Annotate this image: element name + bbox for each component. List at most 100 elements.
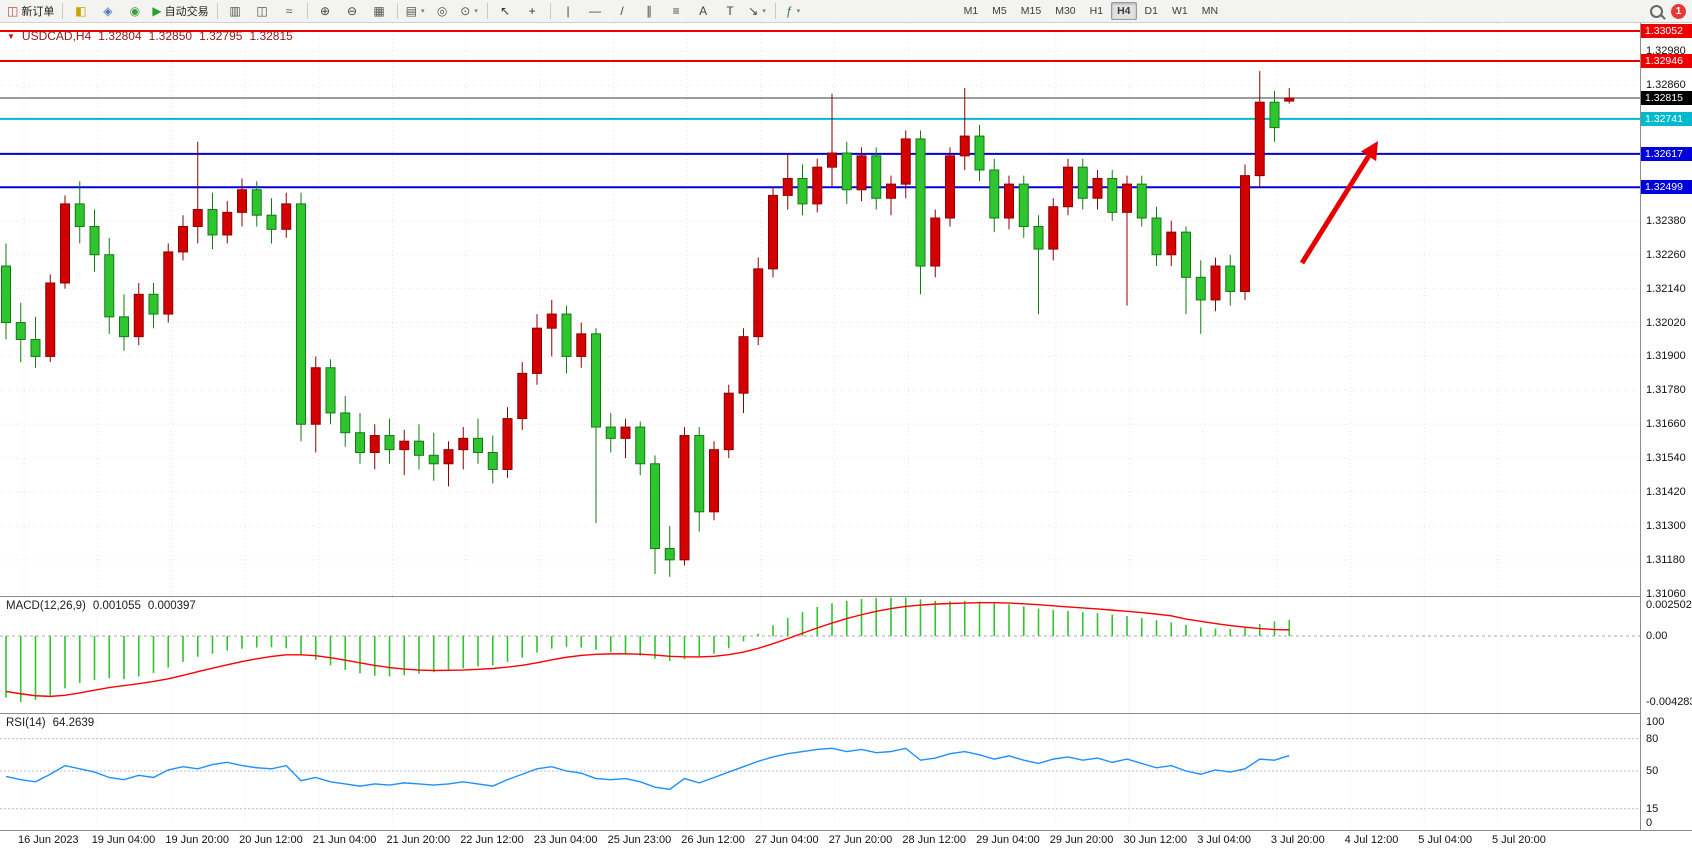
rsi-title: RSI(14) [6, 717, 46, 729]
quote-bar: ▼ USDCAD,H4 1.32804 1.32850 1.32795 1.32… [7, 29, 293, 43]
time-axis-label: 5 Jul 20:00 [1492, 834, 1546, 846]
navigator-button[interactable]: ◈ [95, 1, 120, 22]
cursor-button[interactable]: ↖ [493, 1, 518, 22]
rsi-label: RSI(14) 64.2639 [6, 717, 94, 729]
rsi-axis-label: 100 [1646, 716, 1665, 728]
rsi-axis-label: 50 [1646, 765, 1659, 777]
level-price-tag: 1.32946 [1641, 53, 1692, 68]
arrow-tools-button[interactable]: ↘ ▾ [745, 1, 770, 22]
text-button[interactable]: A [691, 1, 716, 22]
fibonacci-button[interactable]: ≡ [664, 1, 689, 22]
time-axis-label: 23 Jun 04:00 [533, 834, 598, 846]
rsi-axis-label: 15 [1646, 802, 1659, 815]
candlestick-button[interactable]: ◫ [250, 1, 275, 22]
toolbar-separator [216, 3, 218, 19]
timeframe-h1-button[interactable]: H1 [1089, 5, 1104, 17]
indicators-icon: ƒ [785, 4, 793, 18]
time-axis-label: 29 Jun 04:00 [976, 834, 1040, 846]
price-axis-label: 1.32260 [1646, 248, 1686, 261]
time-axis-label: 27 Jun 04:00 [755, 834, 819, 846]
new-chart-button[interactable]: ▤ ▾ [403, 1, 428, 22]
timeframe-h4-button[interactable]: H4 [1111, 2, 1137, 20]
timeframe-w1-button[interactable]: W1 [1171, 5, 1188, 17]
line-chart-icon: ≈ [285, 4, 293, 18]
time-axis-label: 20 Jun 12:00 [239, 834, 303, 846]
market-watch-button[interactable]: ◧ [68, 1, 93, 22]
autotrade-button[interactable]: ▶ 自动交易 [149, 1, 211, 22]
current-price-tag: 1.32815 [1641, 90, 1692, 105]
price-axis-label: 1.32380 [1646, 214, 1686, 227]
horizontal-line-icon: — [589, 4, 602, 18]
bar-chart-button[interactable]: ▥ [223, 1, 248, 22]
autotrade-icon: ▶ [152, 4, 162, 18]
time-axis-label: 3 Jul 20:00 [1270, 834, 1325, 846]
new-order-button[interactable]: ◫ 新订单 [4, 1, 57, 22]
rsi-value: 64.2639 [52, 717, 95, 729]
trendline-icon: / [620, 4, 624, 18]
macd-title: MACD(12,26,9) [6, 600, 86, 612]
quote-direction-icon: ▼ [7, 31, 15, 41]
time-axis-label: 4 Jul 12:00 [1344, 834, 1399, 846]
price-axis-label: 1.31540 [1646, 452, 1686, 465]
rsi-line [5, 747, 1290, 791]
toolbar: ◫ 新订单 ◧ ◈ ◉ ▶ 自动交易 ▥ ◫ ≈ ⊕ ⊖ ▦ ▤ ▾ ◎ ⊙ ▾ ↖ + | — / ∥ ≡ A T ↘ ▾ ƒ ▾ M1 M… [0, 0, 1692, 23]
zoom-out-button[interactable]: ⊖ [340, 1, 365, 22]
zoom-in-button[interactable]: ⊕ [313, 1, 338, 22]
time-axis-label: 29 Jun 20:00 [1049, 834, 1114, 846]
toolbar-separator [486, 3, 488, 19]
macd-signal-line [5, 602, 1290, 698]
horizontal-line-button[interactable]: — [583, 1, 608, 22]
navigator-icon: ◈ [103, 4, 113, 18]
candlestick-icon: ◫ [256, 4, 268, 18]
timeframe-d1-button[interactable]: D1 [1144, 5, 1158, 17]
macd-panel[interactable] [0, 597, 1640, 712]
fibonacci-icon: ≡ [672, 4, 680, 18]
quote-symbol: USDCAD,H4 [21, 29, 92, 43]
chevron-down-icon: ▾ [474, 8, 478, 15]
notification-badge[interactable]: 1 [1671, 3, 1686, 19]
indicators-button[interactable]: ƒ ▾ [781, 1, 806, 22]
zoom-in-icon: ⊕ [320, 4, 331, 18]
timeframe-m1-button[interactable]: M1 [963, 5, 979, 17]
timeframe-m30-button[interactable]: M30 [1055, 5, 1076, 17]
line-chart-button[interactable]: ≈ [277, 1, 302, 22]
candlestick-series [1, 71, 1295, 577]
time-axis[interactable]: 16 Jun 2023 19 Jun 04:00 19 Jun 20:00 20 Ju… [0, 830, 1692, 849]
rsi-axis-label: 0 [1646, 817, 1653, 829]
channel-button[interactable]: ∥ [637, 1, 662, 22]
time-axis-label: 19 Jun 04:00 [91, 834, 156, 846]
label-button[interactable]: T [718, 1, 743, 22]
price-axis[interactable]: 1.329801.328601.327401.326201.325001.323… [1640, 23, 1692, 830]
label-icon: T [726, 4, 734, 18]
time-axis-label: 21 Jun 04:00 [312, 834, 377, 846]
toolbar-buttons: ◫ 新订单 ◧ ◈ ◉ ▶ 自动交易 ▥ ◫ ≈ ⊕ ⊖ ▦ ▤ ▾ ◎ ⊙ ▾ ↖ + | — / ∥ ≡ A T ↘ ▾ ƒ ▾ [3, 1, 807, 22]
auto-scroll-button[interactable]: ◎ [430, 1, 455, 22]
autotrade-button-label: 自动交易 [164, 6, 209, 18]
crosshair-button[interactable]: + [520, 1, 545, 22]
trendline-button[interactable]: / [610, 1, 635, 22]
toolbar-separator [306, 3, 308, 19]
timeframe-m15-button[interactable]: M15 [1020, 5, 1042, 17]
timeframe-m5-button[interactable]: M5 [992, 5, 1007, 17]
search-icon[interactable] [1650, 4, 1663, 18]
tile-windows-button[interactable]: ▦ [367, 1, 392, 22]
new-chart-icon: ▤ [405, 4, 417, 18]
vertical-line-button[interactable]: | [556, 1, 581, 22]
cursor-icon: ↖ [500, 4, 511, 18]
price-axis-label: 1.32860 [1646, 79, 1686, 92]
time-axis-label: 26 Jun 12:00 [681, 834, 745, 846]
panel-separator[interactable] [0, 713, 1640, 714]
chart-shift-button[interactable]: ⊙ ▾ [457, 1, 482, 22]
quote-low: 1.32795 [199, 29, 243, 43]
timeframe-mn-button[interactable]: MN [1201, 5, 1219, 17]
time-axis-label: 3 Jul 04:00 [1197, 834, 1252, 846]
trend-arrow-annotation[interactable] [1299, 141, 1378, 265]
tile-windows-icon: ▦ [373, 4, 385, 18]
time-axis-label: 19 Jun 20:00 [165, 834, 230, 846]
candlestick-chart[interactable] [0, 23, 1640, 597]
rsi-panel[interactable] [0, 714, 1640, 829]
macd-axis-label: -0.004283 [1646, 695, 1692, 708]
panel-separator[interactable] [0, 596, 1640, 597]
toolbar-right: 1 [1650, 3, 1686, 19]
terminal-button[interactable]: ◉ [122, 1, 147, 22]
